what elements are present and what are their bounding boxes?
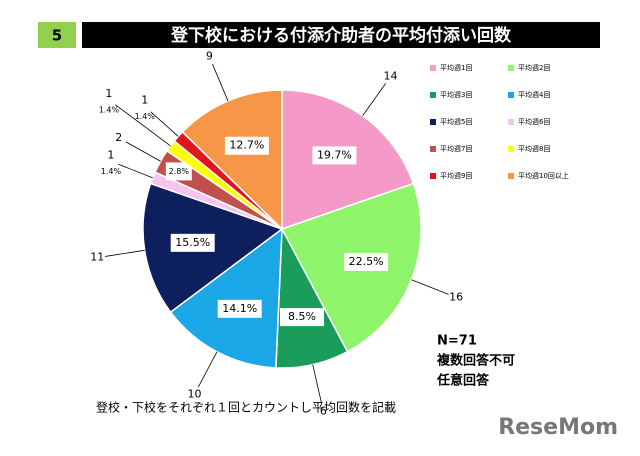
- data-label: 14.1%: [222, 302, 257, 315]
- legend-label: 平均週7回: [440, 144, 472, 153]
- data-label: 12.7%: [229, 139, 264, 152]
- data-label-box: [217, 299, 262, 318]
- pie: 1419.7%1622.5%68.5%1014.1%1115.5%11.4%22…: [90, 50, 463, 418]
- pie-slice: [169, 227, 283, 369]
- leader-line: [105, 249, 145, 257]
- count-label: 11: [90, 251, 104, 264]
- data-label-box: [165, 162, 192, 181]
- legend-swatch: [508, 173, 514, 179]
- count-label: 2: [115, 131, 122, 144]
- section-number: 5: [52, 27, 62, 45]
- legend-label: 平均週4回: [518, 90, 550, 99]
- pie-slice: [181, 89, 283, 231]
- leader-line: [362, 82, 387, 117]
- legend-label: 平均週3回: [440, 90, 472, 99]
- legend-swatch: [508, 92, 514, 98]
- legend-label: 平均週5回: [440, 117, 472, 126]
- leader-line: [312, 364, 322, 404]
- data-label-box: [170, 233, 215, 252]
- legend-swatch: [430, 92, 436, 98]
- count-label: 9: [206, 50, 213, 63]
- note: 任意回答: [436, 373, 490, 389]
- legend-label: 平均週9回: [440, 171, 472, 180]
- data-label: 19.7%: [317, 148, 352, 161]
- count-label: 14: [383, 70, 397, 83]
- note: 複数回答不可: [436, 353, 515, 369]
- count-label: 1: [141, 93, 148, 106]
- count-label: 1: [107, 148, 114, 161]
- leader-line: [150, 111, 179, 137]
- chart-title: 登下校における付添介助者の平均付添い回数: [170, 25, 512, 46]
- leader-line: [411, 279, 449, 295]
- count-label: 10: [187, 387, 201, 400]
- data-label: 1.4%: [99, 105, 120, 114]
- leader-line: [115, 104, 171, 147]
- logo: ReseMom: [498, 415, 618, 440]
- legend-swatch: [508, 146, 514, 152]
- number-box: [38, 22, 76, 48]
- legend-label: 平均週8回: [518, 144, 550, 153]
- legend-swatch: [430, 146, 436, 152]
- legend-swatch: [430, 65, 436, 71]
- legend-swatch: [508, 119, 514, 125]
- legend-swatch: [430, 173, 436, 179]
- data-label-box: [279, 308, 324, 327]
- title-bar: [82, 22, 600, 48]
- leader-line: [197, 351, 218, 388]
- legend-swatch: [430, 119, 436, 125]
- data-label: 22.5%: [349, 255, 384, 268]
- legend-label: 平均週2回: [518, 63, 550, 72]
- data-label: 1.4%: [101, 167, 122, 176]
- legend-label: 平均週6回: [518, 117, 550, 126]
- data-label: 2.8%: [169, 167, 190, 176]
- leader-line: [212, 63, 229, 102]
- data-label: 1.4%: [135, 112, 156, 121]
- data-label-box: [312, 146, 357, 165]
- legend-label: 平均週10回以上: [518, 171, 569, 180]
- data-label-box: [344, 252, 389, 271]
- legend-label: 平均週1回: [440, 63, 472, 72]
- note: N=71: [437, 334, 477, 349]
- data-label: 8.5%: [288, 310, 316, 323]
- count-label: 1: [105, 87, 112, 100]
- footnote: 登校・下校をそれぞれ１回とカウントし平均回数を記載: [96, 400, 396, 415]
- count-label: 6: [320, 404, 327, 417]
- data-label-box: [224, 136, 269, 155]
- leader-line: [125, 141, 161, 162]
- leader-line: [118, 163, 153, 179]
- legend-swatch: [508, 65, 514, 71]
- count-label: 16: [449, 290, 463, 303]
- data-label: 15.5%: [175, 236, 210, 249]
